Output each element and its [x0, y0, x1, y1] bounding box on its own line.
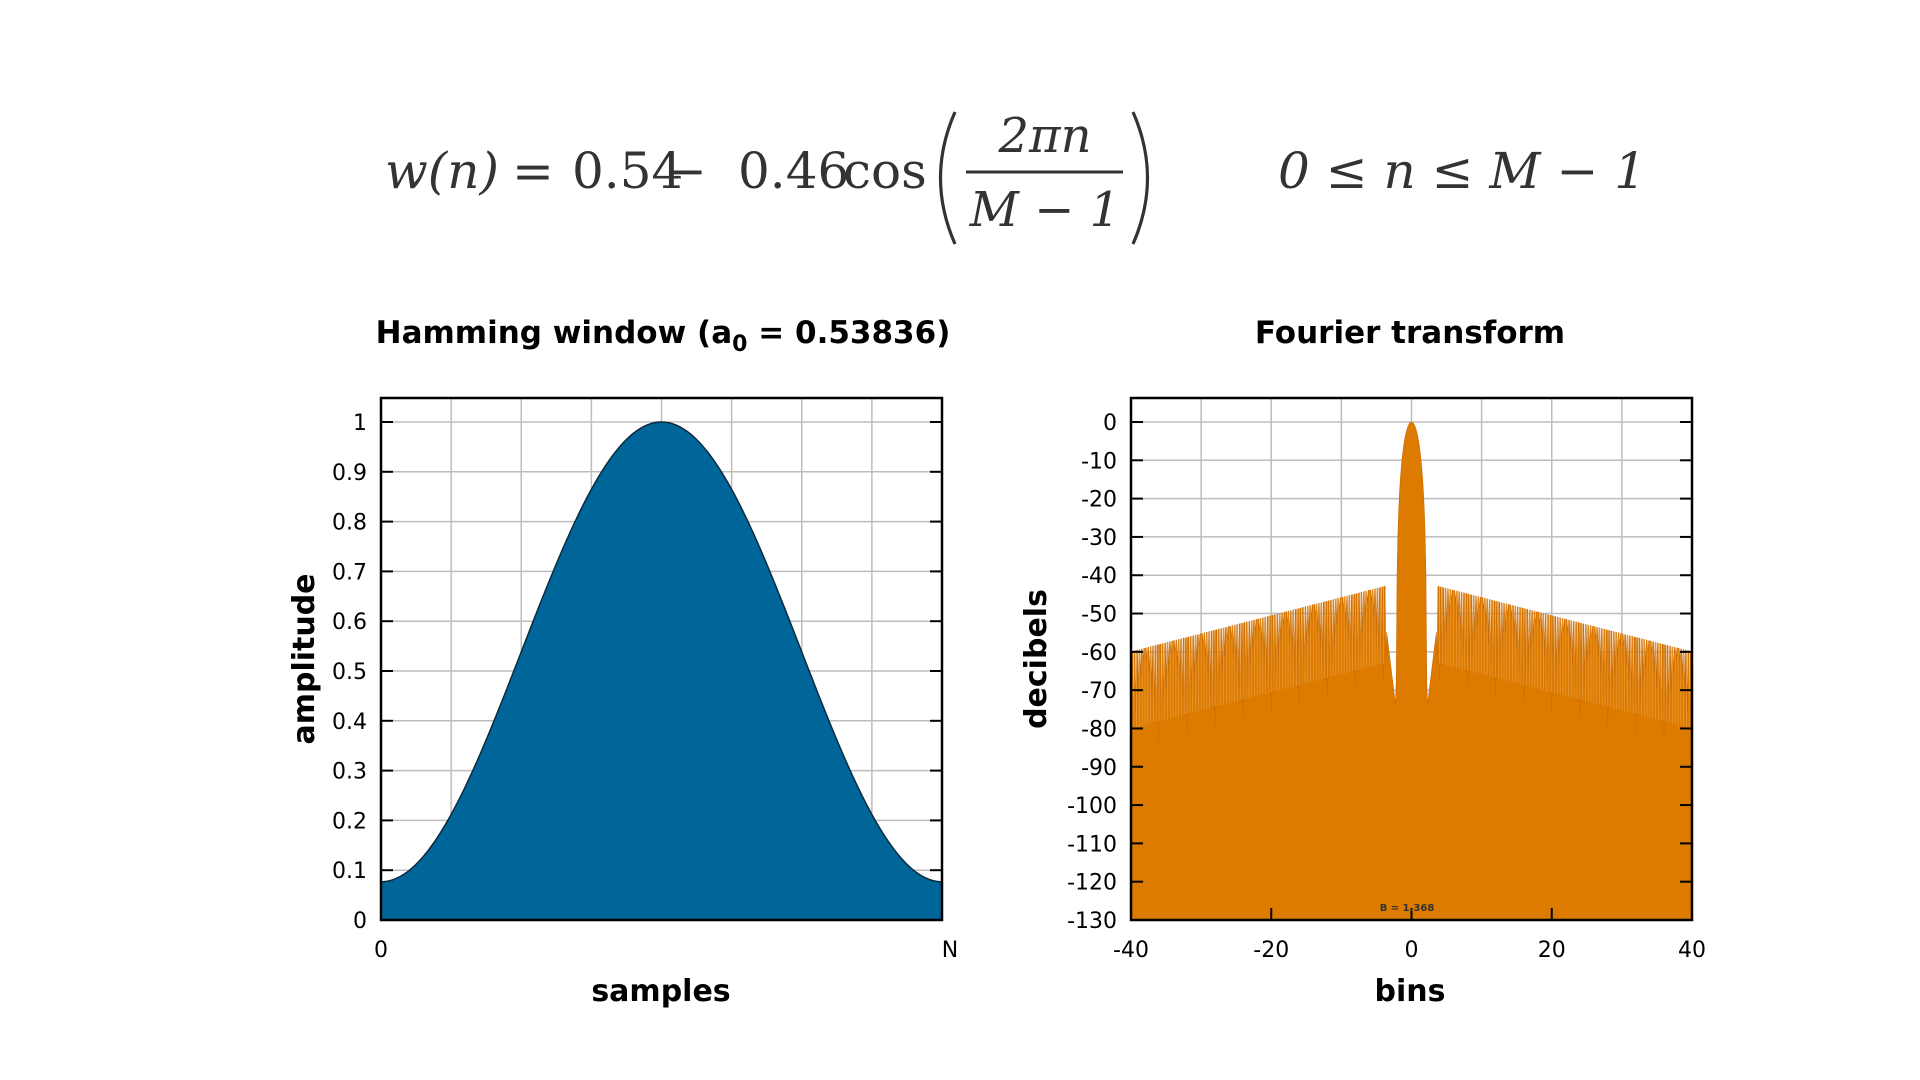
chart-title-hamming-subscript: 0 — [732, 332, 747, 357]
formula-paren-left — [938, 111, 957, 245]
formula-equals: = — [512, 142, 554, 200]
formula: w(n) = 0.54 − 0.46 cos 2πn M − 1 0 ≤ n ≤… — [385, 108, 1646, 245]
hamming-y-tick-label: 0 — [353, 909, 367, 934]
formula-coefficient-2: 0.46 — [738, 142, 849, 200]
formula-minus: − — [665, 142, 707, 200]
hamming-ticks: 0 0.1 0.2 0.3 0.4 0.5 0.6 0.7 0.8 0.9 1 0 N — [332, 411, 958, 963]
fourier-ticks: 0 -10 -20 -30 -40 -50 -60 -70 -80 -90 -100 -110 -120… — [1067, 411, 1706, 963]
fourier-y-tick-label: -50 — [1081, 603, 1117, 628]
hamming-x-tick-label: N — [942, 938, 958, 963]
fourier-y-tick-label: -30 — [1081, 526, 1117, 551]
formula-paren-right — [1131, 111, 1150, 245]
fourier-y-tick-label: -110 — [1067, 832, 1117, 857]
fourier-x-tick-label: -20 — [1253, 938, 1289, 963]
fourier-y-tick-label: -120 — [1067, 871, 1117, 896]
hamming-y-tick-label: 0.3 — [332, 760, 367, 785]
hamming-chart: 00.10.20.30.40.50.60.70.80.910 N samples … — [287, 396, 958, 1009]
formula-denominator: M − 1 — [969, 182, 1120, 238]
formula-cos: cos — [843, 142, 927, 200]
fourier-y-tick-label: 0 — [1103, 411, 1117, 436]
fourier-x-tick-label: 20 — [1538, 938, 1566, 963]
fourier-x-tick-label: -40 — [1113, 938, 1149, 963]
hamming-y-tick-label: 1 — [353, 411, 367, 436]
hamming-x-axis-label: samples — [591, 974, 730, 1009]
fourier-y-tick-label: -80 — [1081, 717, 1117, 742]
hamming-y-tick-label: 0.7 — [332, 560, 367, 585]
fourier-y-axis-label: decibels — [1019, 589, 1054, 729]
chart-title-hamming-main: Hamming window (a — [376, 315, 733, 351]
fourier-sidelobe-ripple — [1130, 586, 1693, 729]
hamming-window-area — [380, 421, 943, 921]
chart-title-hamming: Hamming window (a0 = 0.53836) — [376, 315, 951, 357]
fourier-x-tick-label: 40 — [1678, 938, 1706, 963]
fourier-y-tick-label: -70 — [1081, 679, 1117, 704]
formula-lhs: w(n) — [385, 142, 499, 200]
hamming-y-tick-label: 0.8 — [332, 511, 367, 536]
hamming-y-tick-label: 0.1 — [332, 859, 367, 884]
fourier-x-tick-label: 0 — [1405, 938, 1419, 963]
hamming-y-tick-label: 0.6 — [332, 610, 367, 635]
hamming-y-axis-label: amplitude — [287, 573, 322, 744]
fourier-annotation: B = 1.368 — [1380, 903, 1435, 914]
fourier-x-axis-label: bins — [1375, 974, 1446, 1009]
fourier-y-tick-label: -10 — [1081, 449, 1117, 474]
hamming-y-tick-label: 0.5 — [332, 660, 367, 685]
hamming-x-tick-label: 0 — [374, 938, 388, 963]
chart-title-fourier: Fourier transform — [1255, 315, 1565, 351]
fourier-y-tick-label: -20 — [1081, 488, 1117, 513]
fourier-y-tick-label: -130 — [1067, 909, 1117, 934]
fourier-y-tick-label: -90 — [1081, 756, 1117, 781]
hamming-plot-frame — [379, 396, 944, 922]
fourier-y-tick-label: -100 — [1067, 794, 1117, 819]
formula-coefficient-1: 0.54 — [572, 142, 683, 200]
fourier-y-tick-label: -40 — [1081, 564, 1117, 589]
formula-numerator: 2πn — [998, 108, 1092, 164]
hamming-y-tick-label: 0.9 — [332, 461, 367, 486]
hamming-y-tick-label: 0.2 — [332, 809, 367, 834]
fourier-y-tick-label: -60 — [1081, 641, 1117, 666]
hamming-y-tick-label: 0.4 — [332, 710, 367, 735]
chart-title-hamming-tail: = 0.53836) — [747, 315, 950, 351]
formula-range: 0 ≤ n ≤ M − 1 — [1278, 142, 1646, 200]
fourier-chart: 0 -10 -20 -30 -40 -50 -60 -70 -80 -90 -100 -110 -120… — [1019, 396, 1706, 1009]
